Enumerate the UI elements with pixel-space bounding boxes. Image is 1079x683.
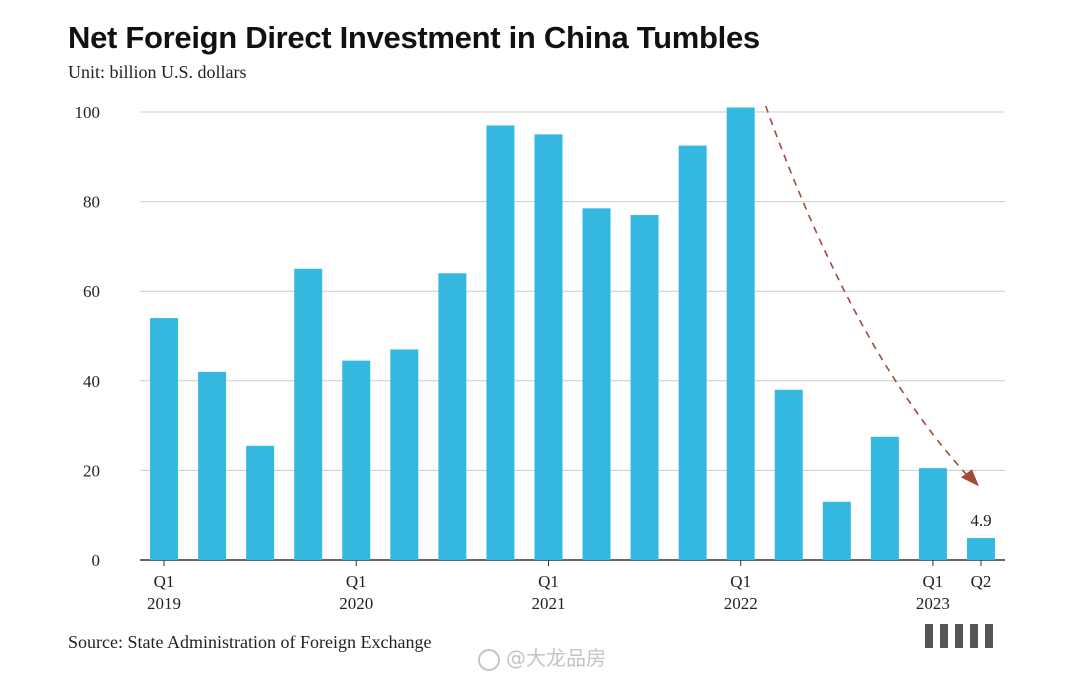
gridlines: [140, 111, 1005, 561]
bar-q2-2020: [390, 349, 419, 560]
data-label: 4.9: [970, 511, 991, 530]
x-tick-quarter: Q1: [538, 572, 559, 591]
bar-q2-2021: [582, 208, 611, 560]
y-tick-label: 20: [83, 461, 100, 480]
bar-q2-2023: [966, 538, 995, 560]
bar-q4-2022: [870, 436, 899, 560]
arrow-head-icon: [960, 469, 979, 487]
bar-q1-2023: [918, 468, 947, 560]
y-tick-label: 60: [83, 282, 100, 301]
bar-q2-2019: [198, 371, 227, 560]
bar-q3-2019: [246, 445, 275, 560]
x-tick-quarter: Q2: [971, 572, 992, 591]
chart-subtitle: Unit: billion U.S. dollars: [68, 62, 247, 82]
weibo-icon: [478, 648, 500, 671]
source-note: Source: State Administration of Foreign …: [68, 632, 432, 652]
x-tick-year: 2022: [724, 594, 758, 613]
x-tick-quarter: Q1: [730, 572, 751, 591]
x-tick-quarter: Q1: [923, 572, 944, 591]
x-tick-year: 2023: [916, 594, 950, 613]
bar-q3-2021: [630, 215, 659, 561]
y-tick-label: 100: [75, 103, 101, 122]
bar-q4-2021: [678, 145, 707, 560]
x-tick-year: 2021: [531, 594, 565, 613]
y-axis-ticks: 0 20 40 60 80 100: [75, 103, 101, 570]
bar-q1-2022: [726, 107, 755, 561]
decorative-bars-icon: [925, 624, 993, 648]
bar-q1-2020: [342, 360, 371, 560]
bar-q1-2019: [150, 318, 179, 560]
bar-q1-2021: [534, 134, 563, 560]
trend-arrow-line: [764, 105, 972, 480]
y-tick-label: 80: [83, 193, 100, 212]
data-labels: 4.9: [970, 511, 991, 530]
y-tick-label: 0: [92, 551, 101, 570]
trend-arrow: [764, 105, 979, 487]
watermark: @大龙品房: [478, 642, 606, 671]
x-tick-quarter: Q1: [346, 572, 367, 591]
x-tick-year: 2020: [339, 594, 373, 613]
bar-q4-2019: [294, 268, 323, 560]
x-tick-quarter: Q1: [154, 572, 175, 591]
x-axis-ticks: Q1 2019 Q1 2020 Q1 2021 Q1 2022 Q1 2023 Q2: [147, 560, 991, 613]
watermark-text: @大龙品房: [506, 646, 606, 670]
bar-q3-2020: [438, 273, 467, 560]
bar-q2-2022: [774, 389, 803, 560]
y-tick-label: 40: [83, 372, 100, 391]
x-tick-year: 2019: [147, 594, 181, 613]
bars: [150, 107, 995, 561]
bar-q4-2020: [486, 125, 515, 560]
bar-q3-2022: [822, 501, 851, 560]
chart-title: Net Foreign Direct Investment in China T…: [68, 20, 760, 55]
